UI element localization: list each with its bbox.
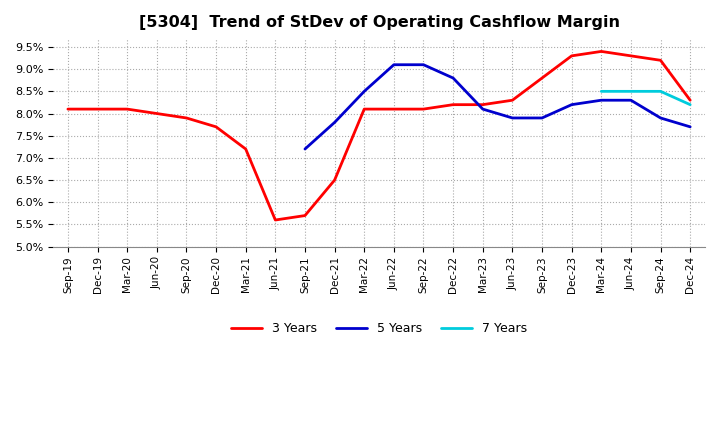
5 Years: [390, 62, 398, 67]
7 Years: [626, 89, 635, 94]
Line: 3 Years: 3 Years: [68, 51, 690, 220]
5 Years: [626, 98, 635, 103]
5 Years: [686, 124, 695, 129]
5 Years: [538, 115, 546, 121]
3 Years: [63, 106, 72, 112]
5 Years: [419, 62, 428, 67]
3 Years: [212, 124, 220, 129]
3 Years: [597, 49, 606, 54]
5 Years: [449, 75, 457, 81]
Title: [5304]  Trend of StDev of Operating Cashflow Margin: [5304] Trend of StDev of Operating Cashf…: [138, 15, 619, 30]
3 Years: [567, 53, 576, 59]
5 Years: [567, 102, 576, 107]
3 Years: [479, 102, 487, 107]
3 Years: [123, 106, 132, 112]
3 Years: [153, 111, 161, 116]
3 Years: [330, 177, 339, 183]
3 Years: [182, 115, 191, 121]
3 Years: [508, 98, 517, 103]
5 Years: [360, 89, 369, 94]
5 Years: [479, 106, 487, 112]
3 Years: [686, 98, 695, 103]
5 Years: [508, 115, 517, 121]
3 Years: [538, 75, 546, 81]
3 Years: [656, 58, 665, 63]
3 Years: [93, 106, 102, 112]
3 Years: [626, 53, 635, 59]
3 Years: [301, 213, 310, 218]
Legend: 3 Years, 5 Years, 7 Years: 3 Years, 5 Years, 7 Years: [226, 318, 532, 341]
3 Years: [449, 102, 457, 107]
7 Years: [656, 89, 665, 94]
3 Years: [390, 106, 398, 112]
Line: 7 Years: 7 Years: [601, 92, 690, 105]
5 Years: [656, 115, 665, 121]
7 Years: [597, 89, 606, 94]
5 Years: [301, 147, 310, 152]
7 Years: [686, 102, 695, 107]
5 Years: [330, 120, 339, 125]
5 Years: [597, 98, 606, 103]
3 Years: [271, 217, 279, 223]
3 Years: [419, 106, 428, 112]
Line: 5 Years: 5 Years: [305, 65, 690, 149]
3 Years: [241, 147, 250, 152]
3 Years: [360, 106, 369, 112]
